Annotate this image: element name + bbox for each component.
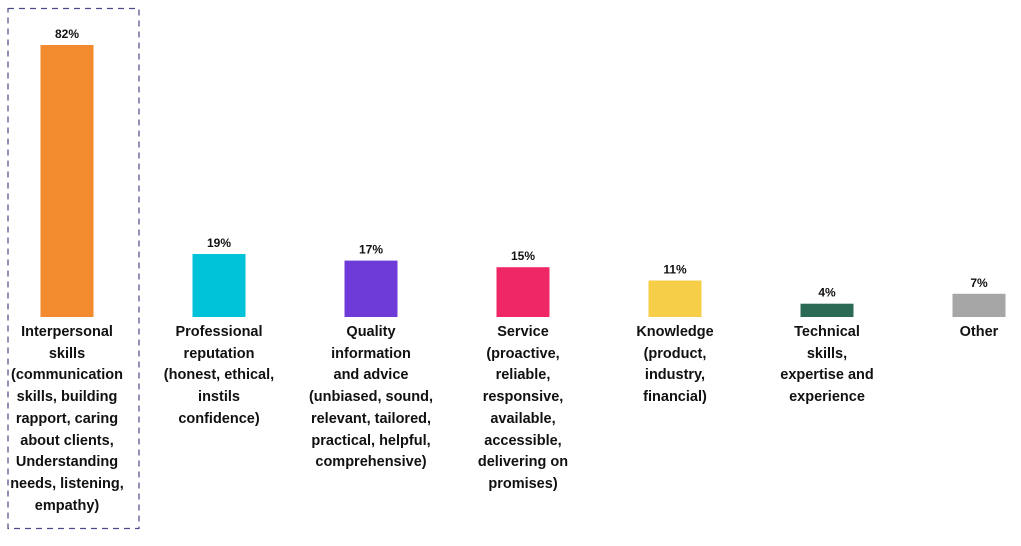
category-label-1: Professional reputation (honest, ethical… xyxy=(163,324,275,427)
data-label-6: 7% xyxy=(970,276,988,290)
category-label-0: Interpersonal skills (communication skil… xyxy=(10,324,124,514)
data-label-3: 15% xyxy=(511,249,535,263)
bar-5 xyxy=(800,303,854,317)
category-label-3: Service (proactive, reliable, responsive… xyxy=(477,324,569,492)
category-label-5: Technical skills, expertise and experien… xyxy=(780,324,874,406)
data-label-2: 17% xyxy=(359,243,383,257)
data-label-4: 11% xyxy=(663,263,687,277)
data-label-1: 19% xyxy=(207,236,231,250)
category-label-2: Quality information and advice (unbiased… xyxy=(308,324,434,471)
data-label-5: 4% xyxy=(818,286,836,300)
bar-2 xyxy=(344,260,398,317)
bar-4 xyxy=(648,280,702,317)
category-label-6: Other xyxy=(959,324,999,340)
bar-3 xyxy=(496,267,550,317)
bar-6 xyxy=(952,293,1006,317)
data-label-0: 82% xyxy=(55,27,79,41)
highlight-box xyxy=(7,7,140,530)
bar-1 xyxy=(192,254,246,317)
bar-0 xyxy=(40,45,94,317)
category-label-4: Knowledge (product, industry, financial) xyxy=(636,324,714,406)
